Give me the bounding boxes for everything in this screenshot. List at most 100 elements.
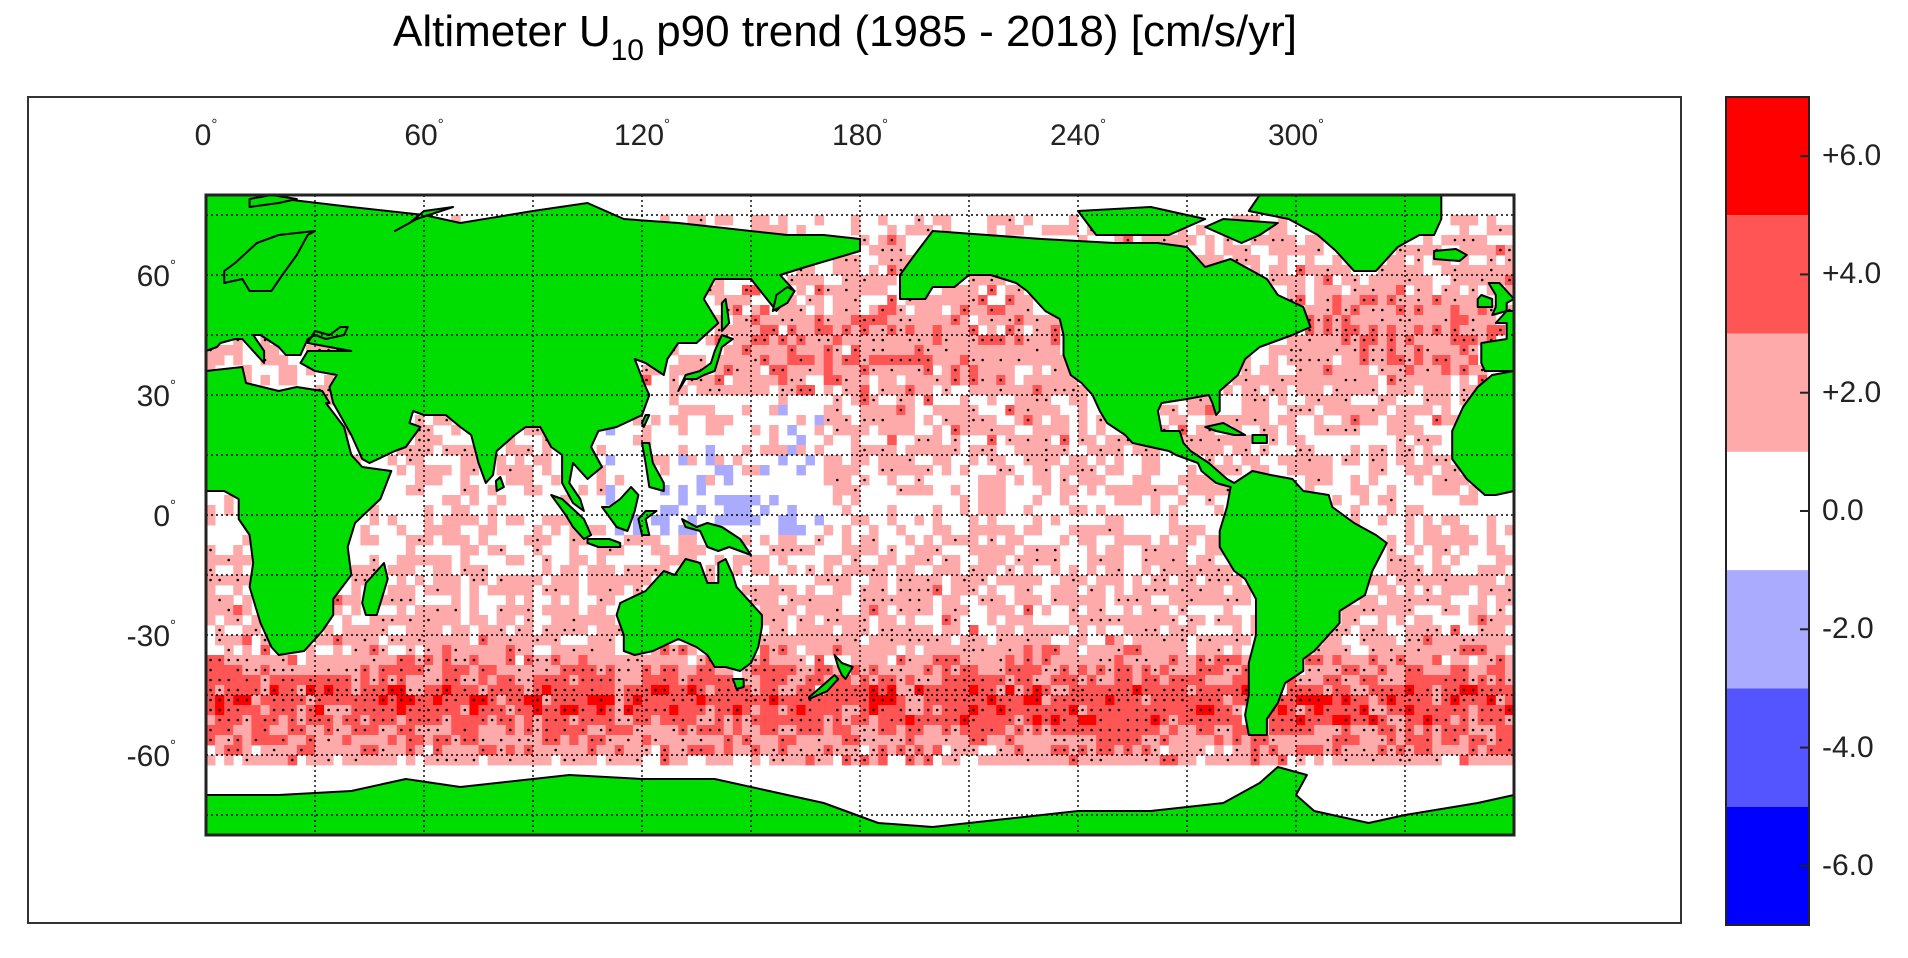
significance-dot: [736, 368, 739, 372]
significance-dot: [309, 698, 312, 702]
trend-cell: [1450, 515, 1460, 526]
trend-cell: [760, 465, 770, 476]
trend-cell: [551, 475, 561, 486]
trend-cell: [1432, 365, 1442, 376]
significance-dot: [981, 648, 984, 652]
trend-cell: [678, 455, 688, 466]
trend-cell: [1096, 595, 1106, 606]
trend-cell: [823, 525, 834, 536]
significance-dot: [863, 678, 866, 682]
trend-cell: [1187, 525, 1197, 536]
trend-cell: [1414, 745, 1424, 756]
trend-cell: [1050, 345, 1061, 356]
trend-cell: [1486, 575, 1497, 586]
trend-cell: [923, 485, 934, 496]
trend-cell: [1296, 735, 1306, 746]
trend-cell: [1441, 735, 1451, 746]
significance-dot: [427, 618, 430, 622]
trend-cell: [832, 595, 843, 606]
trend-cell: [1214, 635, 1224, 646]
trend-cell: [841, 485, 852, 496]
trend-cell: [1105, 565, 1115, 576]
trend-cell: [215, 745, 225, 756]
trend-cell: [987, 355, 997, 366]
trend-cell: [887, 445, 897, 456]
trend-cell: [1414, 625, 1424, 636]
trend-cell: [769, 355, 779, 366]
trend-cell: [651, 695, 661, 706]
trend-cell: [878, 215, 888, 226]
significance-dot: [999, 338, 1003, 342]
significance-dot: [300, 708, 303, 712]
trend-cell: [651, 665, 661, 676]
trend-cell: [1087, 525, 1097, 536]
trend-cell: [996, 365, 1006, 376]
trend-cell: [987, 705, 997, 716]
trend-cell: [523, 705, 534, 716]
trend-cell: [950, 405, 961, 416]
trend-cell: [1395, 285, 1406, 296]
trend-cell: [969, 575, 979, 586]
significance-dot: [536, 708, 539, 712]
trend-cell: [923, 655, 934, 666]
trend-cell: [1014, 305, 1024, 316]
trend-cell: [760, 345, 770, 356]
significance-dot: [445, 758, 449, 762]
trend-cell: [1068, 225, 1079, 236]
trend-cell: [959, 735, 970, 746]
significance-dot: [527, 688, 530, 692]
trend-cell: [814, 575, 825, 586]
trend-cell: [1205, 405, 1215, 416]
trend-cell: [605, 615, 616, 626]
trend-cell: [860, 515, 870, 526]
significance-dot: [944, 618, 948, 622]
trend-cell: [669, 685, 679, 696]
trend-cell: [560, 655, 570, 666]
trend-cell: [487, 625, 498, 636]
significance-dot: [872, 728, 875, 732]
trend-cell: [560, 605, 570, 616]
trend-cell: [1150, 755, 1161, 766]
trend-cell: [941, 315, 952, 326]
trend-cell: [523, 425, 534, 436]
trend-cell: [850, 325, 861, 336]
trend-cell: [1232, 575, 1242, 586]
trend-cell: [841, 545, 852, 556]
significance-dot: [209, 658, 212, 662]
trend-cell: [1032, 465, 1043, 476]
trend-cell: [1032, 755, 1043, 766]
trend-cell: [551, 725, 561, 736]
significance-dot: [472, 578, 476, 582]
trend-cell: [850, 265, 861, 276]
trend-cell: [1141, 645, 1152, 656]
trend-cell: [1078, 415, 1088, 426]
trend-cell: [950, 585, 961, 596]
trend-cell: [1159, 555, 1170, 566]
trend-cell: [1414, 365, 1424, 376]
trend-cell: [351, 605, 361, 616]
trend-cell: [1277, 345, 1288, 356]
trend-cell: [1395, 565, 1406, 576]
trend-cell: [1005, 425, 1015, 436]
significance-dot: [663, 668, 667, 672]
trend-cell: [1096, 525, 1106, 536]
trend-cell: [832, 485, 843, 496]
trend-cell: [305, 745, 316, 756]
trend-cell: [1286, 235, 1297, 246]
trend-cell: [605, 685, 616, 696]
trend-cell: [496, 645, 507, 656]
trend-cell: [1159, 725, 1170, 736]
significance-dot: [436, 608, 439, 612]
significance-dot: [327, 688, 330, 692]
trend-cell: [896, 695, 906, 706]
significance-dot: [754, 718, 757, 722]
trend-cell: [732, 355, 743, 366]
trend-cell: [760, 685, 770, 696]
trend-cell: [1386, 605, 1397, 616]
trend-cell: [959, 375, 970, 386]
significance-dot: [872, 398, 875, 402]
trend-cell: [596, 555, 607, 566]
trend-cell: [760, 305, 770, 316]
significance-dot: [699, 728, 703, 732]
trend-cell: [1059, 425, 1070, 436]
